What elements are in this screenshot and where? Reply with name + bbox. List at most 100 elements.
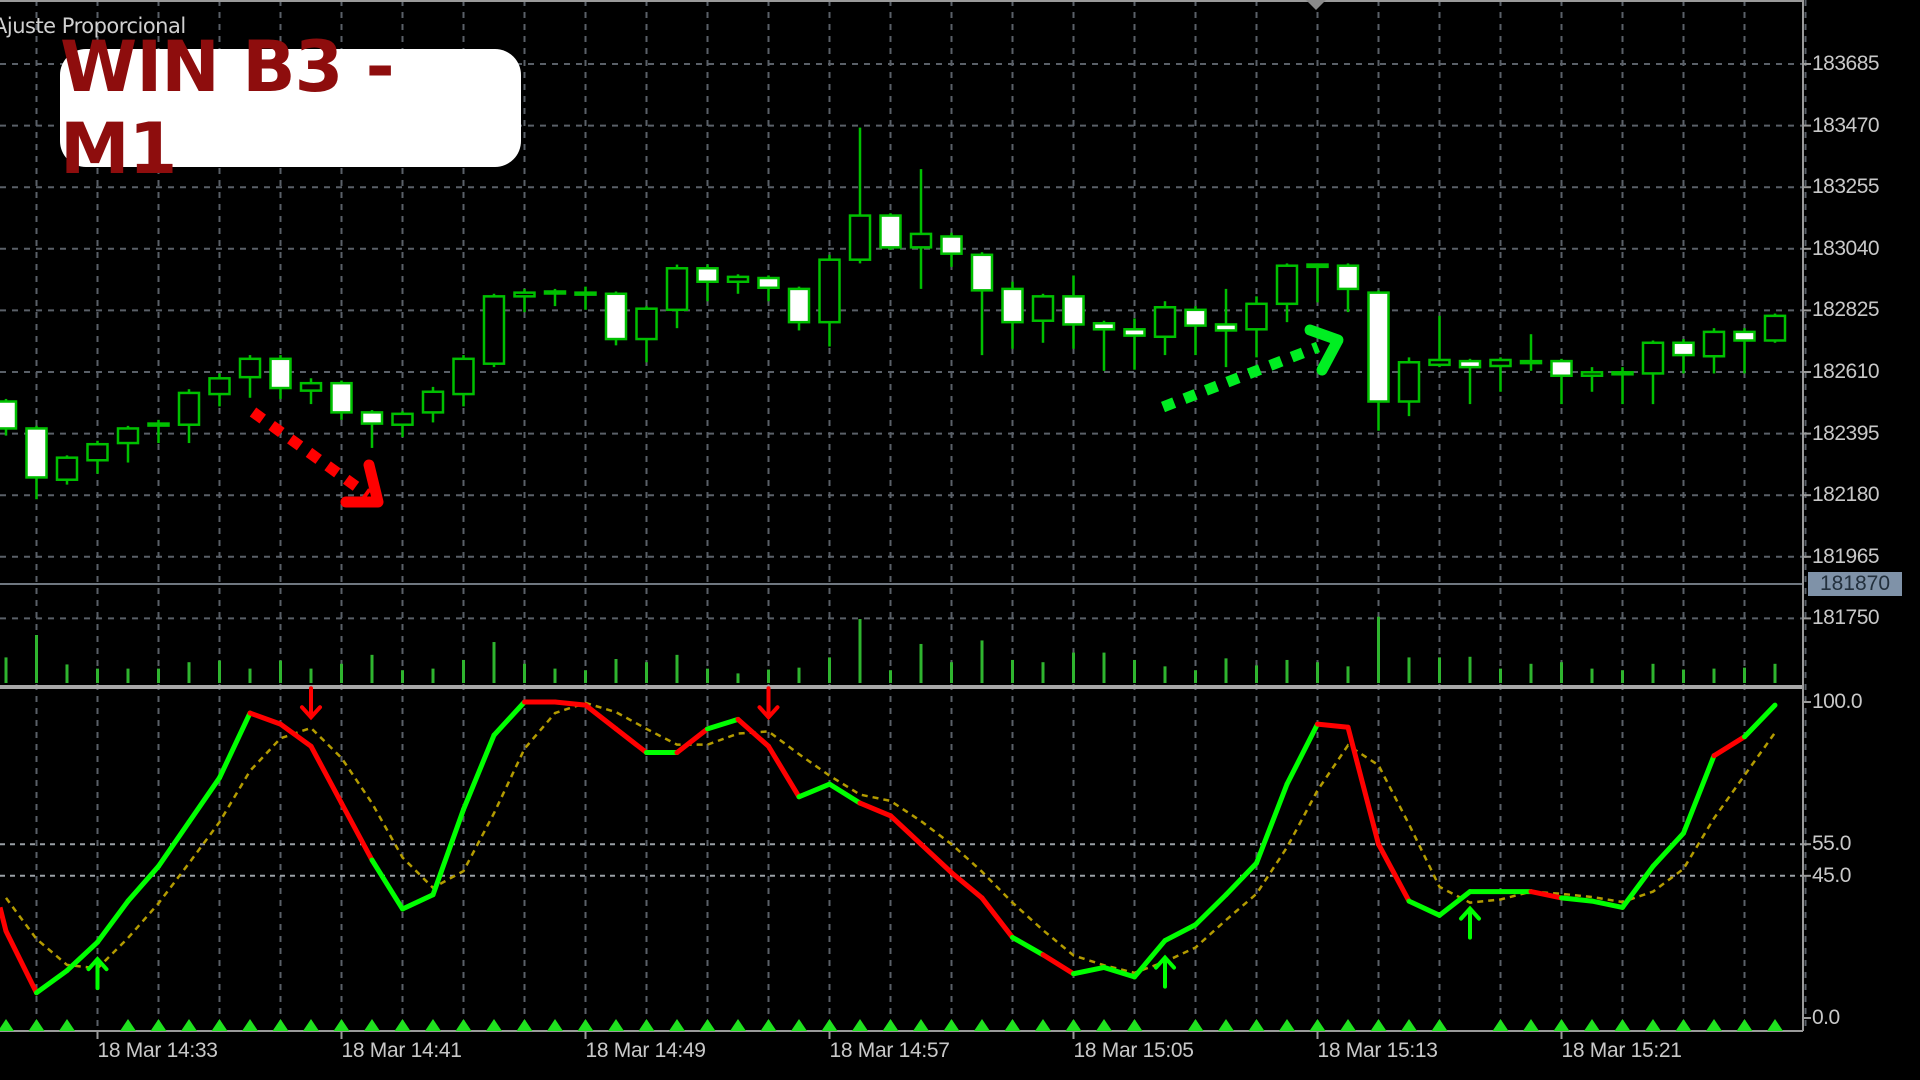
candle[interactable] [1153,301,1177,356]
candle[interactable] [543,288,567,307]
time-tick-label: 18 Mar 14:49 [585,1039,706,1062]
candle[interactable] [1306,263,1329,303]
stoch-k-segment [3,928,39,996]
candle[interactable] [1214,288,1238,368]
stoch-k-segment [1681,753,1717,836]
stoch-k-segment [1254,781,1290,866]
signal-triangle-marker [455,1019,472,1031]
candle[interactable] [1367,290,1390,431]
candle[interactable] [330,380,353,420]
candle[interactable] [55,455,79,485]
candle[interactable] [1336,263,1360,313]
candle[interactable] [1550,358,1573,405]
candle[interactable] [1184,306,1207,356]
candle[interactable] [1397,357,1421,417]
signal-triangle-marker [1035,1019,1051,1031]
candle[interactable] [1641,340,1665,405]
candle[interactable] [0,398,18,436]
stoch-k-segment [552,699,588,708]
stoch-k-segment [1711,734,1747,759]
candle[interactable] [635,306,658,363]
candle[interactable] [177,389,201,444]
candle[interactable] [452,355,475,407]
stoch-k-segment [186,775,222,825]
candle[interactable] [1275,263,1299,323]
signal-triangle-marker [59,1019,75,1031]
candle-body-bullish [1580,371,1604,377]
arrow-head [300,705,322,721]
stoch-k-segment [1620,863,1656,910]
signal-triangle-marker [913,1019,929,1031]
stoch-k-segment [1284,721,1320,787]
candle[interactable] [86,440,109,474]
stoch-k-segment [1528,889,1564,901]
stoch-k-segment [1193,892,1229,928]
stoch-k-segment [766,743,802,800]
candle[interactable] [1428,315,1451,368]
candle[interactable] [421,386,445,423]
signal-triangle-marker [272,1019,289,1031]
candle[interactable] [818,254,841,347]
signal-triangle-marker [1523,1019,1539,1031]
candle[interactable] [1001,281,1024,349]
candle[interactable] [726,274,750,294]
candle[interactable] [1672,339,1695,374]
candle[interactable] [208,373,231,407]
candle[interactable] [665,264,689,329]
candle-body-bearish [1672,341,1695,357]
indicator-tick-label: 100.0 [1812,690,1863,713]
stoch-k-segment [339,800,375,863]
candle[interactable] [299,378,323,405]
signal-triangle-marker [181,1019,197,1031]
candle[interactable] [269,355,292,399]
candle-body-bearish [1001,287,1024,324]
stoch-k-segment [583,702,619,732]
candle[interactable] [970,252,994,356]
candle[interactable] [879,213,902,250]
candle[interactable] [238,355,262,398]
candle[interactable] [909,169,933,289]
candle[interactable] [1763,313,1787,343]
candle-body-bearish [1062,295,1085,326]
signal-triangle-marker [150,1019,167,1031]
candle[interactable] [1092,320,1116,371]
candle[interactable] [1580,367,1604,392]
candle[interactable] [1123,318,1146,370]
stoch-k-segment [918,841,954,876]
candle-body-bearish [940,235,963,255]
candle[interactable] [360,410,384,448]
candle[interactable] [1062,275,1085,349]
candle[interactable] [25,425,48,500]
candle-body-bullish [177,391,201,426]
candle-body-bullish [513,291,536,298]
candle[interactable] [513,288,536,313]
time-tick-label: 18 Mar 15:05 [1073,1039,1194,1062]
candle[interactable] [848,127,872,264]
chart-shift-marker-icon[interactable] [1306,0,1326,10]
candle[interactable] [391,411,414,438]
candle[interactable] [574,286,597,310]
stoch-k-segment [1742,702,1778,740]
candle[interactable] [1611,367,1634,405]
candle[interactable] [940,232,963,267]
candle[interactable] [604,291,628,346]
candle[interactable] [1489,357,1512,392]
candle-body-bearish [1184,308,1207,327]
price-tick-label: 181750 [1812,606,1880,630]
candle[interactable] [147,419,170,444]
candle[interactable] [1733,328,1756,374]
candle[interactable] [757,275,780,302]
candle[interactable] [1031,293,1055,343]
candle[interactable] [1519,334,1543,371]
candle-body-bullish [238,357,262,379]
stoch-k-segment [1650,830,1686,869]
candle[interactable] [1458,358,1482,405]
stoch-k-segment [857,800,893,819]
candle[interactable] [116,425,140,463]
stoch-k-segment [1101,964,1137,980]
candle[interactable] [1245,296,1268,358]
candle[interactable] [787,286,811,331]
candle[interactable] [696,264,719,302]
candle[interactable] [1702,328,1726,374]
candle[interactable] [482,293,506,368]
